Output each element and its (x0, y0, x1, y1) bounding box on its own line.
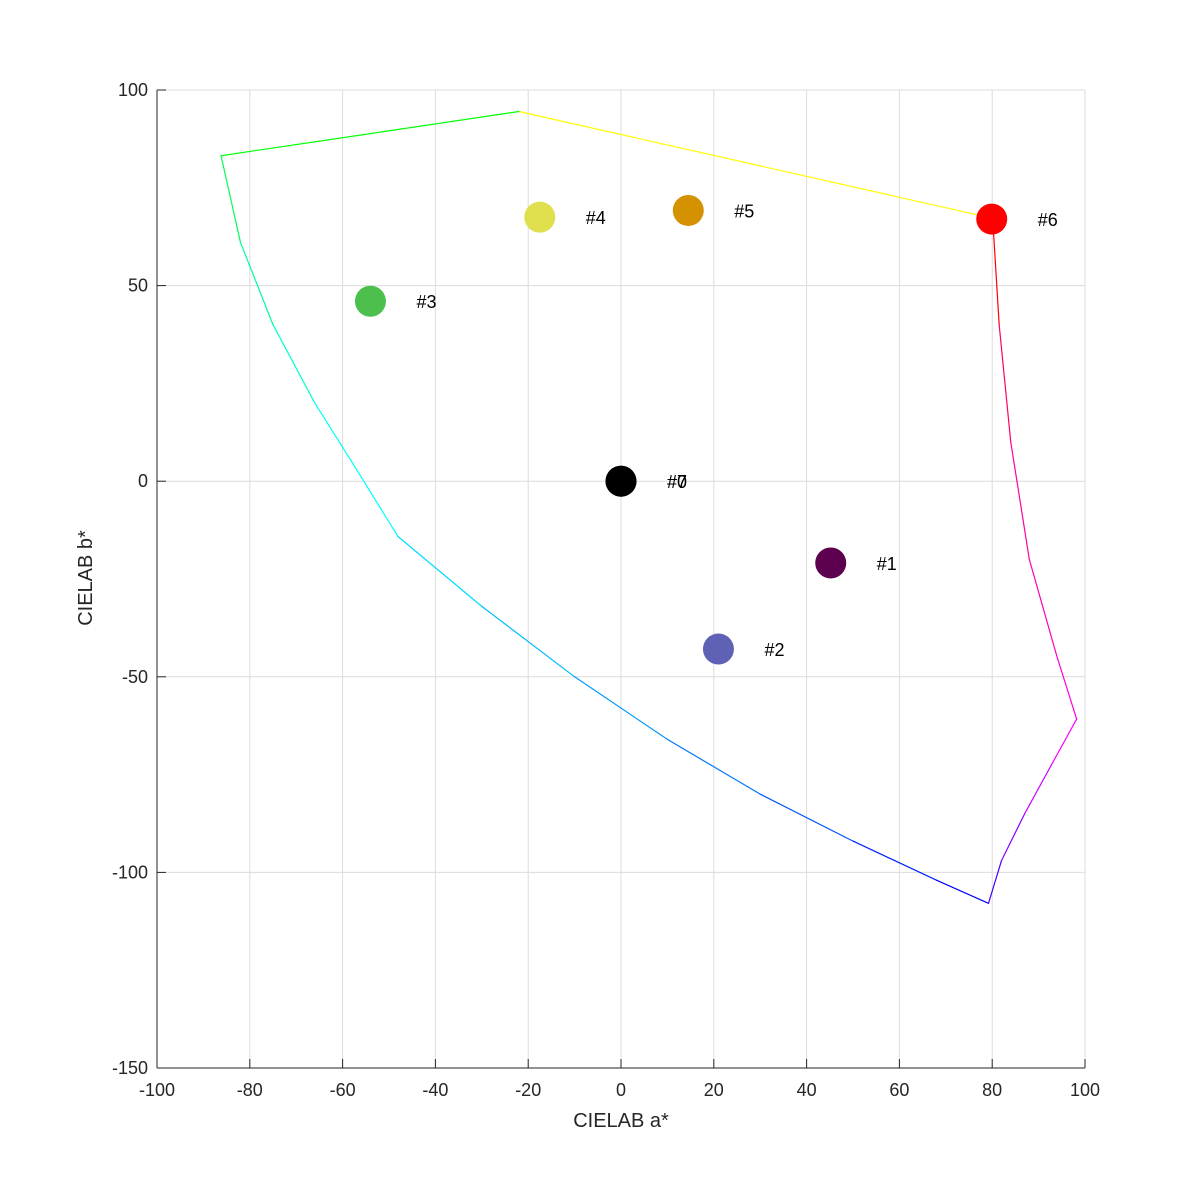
data-point-label: #5 (734, 201, 754, 221)
x-tick-label: 80 (982, 1080, 1002, 1100)
axes: -100 -80 -60 -40 -20 0 20 40 60 80 100-150-100-500… (112, 80, 1100, 1100)
gamut-boundary-segment (481, 605, 576, 678)
gamut-boundary-segment (1024, 762, 1054, 815)
y-tick-label: -100 (112, 862, 148, 882)
x-tick-label: -20 (515, 1080, 541, 1100)
gamut-boundary-segment (220, 110, 520, 157)
x-tick-label: 40 (797, 1080, 817, 1100)
gamut-boundary-segment (220, 155, 242, 244)
data-point-marker (605, 465, 637, 497)
gamut-boundary-segment (1028, 558, 1058, 658)
gamut-boundary-segment (1056, 656, 1078, 720)
gamut-boundary-segment (1010, 441, 1030, 561)
data-point-label: #2 (764, 640, 784, 660)
data-point-marker (524, 201, 556, 233)
y-tick-label: 100 (118, 80, 148, 100)
gamut-boundary-segment (573, 676, 669, 740)
x-tick-label: -60 (330, 1080, 356, 1100)
data-points: #1 #2 #3 #4 #5 #6 #7#0 (354, 194, 1058, 665)
gamut-boundary-segment (355, 468, 399, 537)
gamut-boundary-segment (314, 402, 358, 471)
gamut-boundary-segment (1051, 718, 1078, 764)
y-tick-label: -50 (122, 667, 148, 687)
x-tick-label: 0 (616, 1080, 626, 1100)
gamut-boundary-segment (987, 860, 1003, 904)
gamut-boundary-segment (992, 217, 1000, 326)
gamut-boundary-segment (239, 241, 274, 326)
data-point-marker (354, 285, 386, 317)
grid (156, 89, 1086, 1069)
data-point-label: #3 (416, 292, 436, 312)
x-tick-label: 20 (704, 1080, 724, 1100)
gamut-boundary-segment (852, 840, 938, 881)
x-tick-label: 60 (889, 1080, 909, 1100)
data-point-marker (815, 547, 847, 579)
gamut-boundary-segment (272, 324, 316, 404)
y-tick-label: 0 (138, 471, 148, 491)
data-point-label: #7 (667, 472, 687, 492)
data-point-marker (976, 203, 1008, 235)
y-tick-label: -150 (112, 1058, 148, 1078)
x-axis-label: CIELAB a* (573, 1110, 669, 1132)
data-point-marker (672, 194, 704, 226)
data-point-label: #1 (877, 554, 897, 574)
x-tick-label: -40 (422, 1080, 448, 1100)
y-tick-label: 50 (128, 276, 148, 296)
gamut-boundary-segment (759, 793, 854, 842)
gamut-boundary-segment (1000, 813, 1026, 862)
gamut-boundary-segment (666, 738, 761, 795)
data-point-label: #6 (1038, 210, 1058, 230)
gamut-boundary-segment (998, 324, 1012, 443)
gamut-boundary (220, 110, 1078, 904)
x-tick-label: -100 (139, 1080, 175, 1100)
gamut-boundary-segment (397, 535, 483, 607)
gamut-boundary-segment (935, 879, 990, 904)
data-point-label: #0 (667, 472, 687, 492)
x-tick-label: -80 (237, 1080, 263, 1100)
y-axis-label: CIELAB b* (75, 530, 97, 626)
x-tick-label: 100 (1070, 1080, 1100, 1100)
gamut-boundary-segment (518, 110, 994, 219)
data-point-label: #4 (586, 208, 606, 228)
data-point-marker (702, 633, 734, 665)
